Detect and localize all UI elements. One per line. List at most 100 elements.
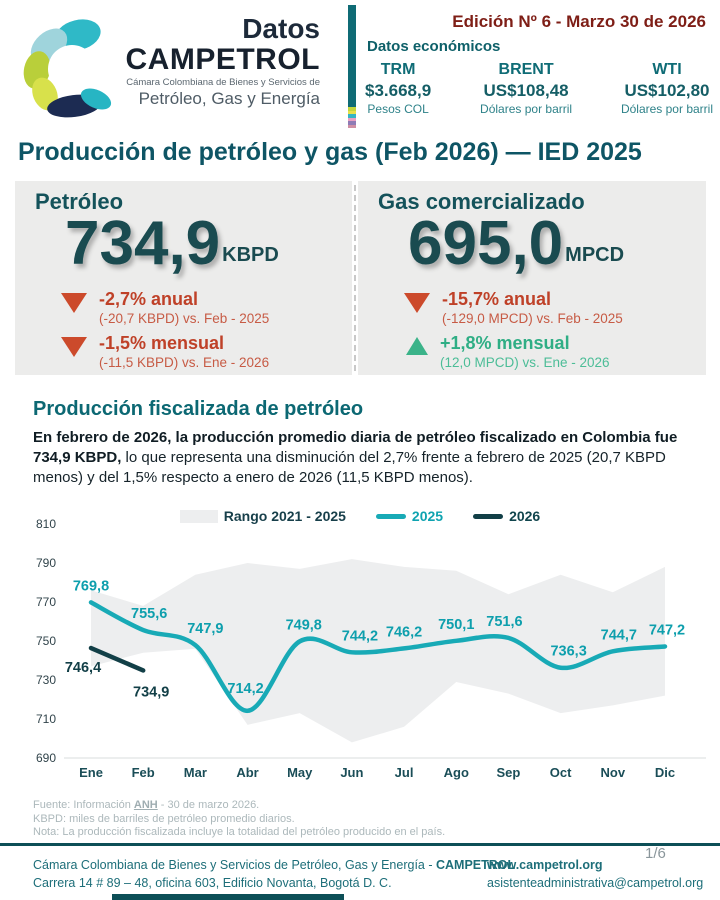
triangle-down-icon (404, 293, 430, 313)
legend-label: 2026 (509, 508, 541, 524)
kpi-oil-value-row: 734,9 KBPD (65, 213, 279, 275)
indicator-value: US$102,80 (624, 81, 710, 100)
kpi-gas-value: 695,0 (408, 209, 564, 278)
legend-item-2025: 2025 (375, 508, 444, 524)
footer-email-link[interactable]: asistenteadministrativa@campetrol.org (487, 876, 704, 890)
footer-org-text: Cámara Colombiana de Bienes y Servicios … (33, 858, 436, 872)
data-label-2025: 755,6 (131, 606, 167, 622)
footer-address: Carrera 14 # 89 – 48, oficina 603, Edifi… (33, 876, 392, 890)
kpi-oil-title: Petróleo (35, 189, 124, 214)
paragraph-bold: En febrero de 2026, la producción promed… (33, 429, 678, 466)
x-tick-label: Oct (550, 765, 572, 780)
indicator-unit: Dólares por barril (480, 102, 573, 116)
change-detail: (12,0 MPCD) vs. Ene - 2026 (440, 355, 610, 370)
stripe (348, 121, 356, 125)
footer-org-block: Cámara Colombiana de Bienes y Servicios … (33, 856, 515, 892)
change-main: -15,7% anual (442, 289, 552, 309)
stripe (348, 114, 356, 118)
kpi-gas-title: Gas comercializado (378, 189, 585, 214)
anh-link[interactable]: ANH (133, 799, 158, 811)
x-tick-label: May (287, 765, 313, 780)
x-tick-label: Abr (236, 765, 258, 780)
x-tick-label: Jun (340, 765, 363, 780)
change-main: -1,5% mensual (99, 333, 225, 353)
change-detail: (-129,0 MPCD) vs. Feb - 2025 (442, 311, 623, 326)
kpi-panel-oil: Petróleo 734,9 KBPD -2,7% anual (-20,7 K… (15, 181, 352, 375)
data-label-2025: 736,3 (550, 644, 586, 660)
footer-contact-block: www.campetrol.org asistenteadministrativ… (487, 856, 703, 892)
change-main: +1,8% mensual (440, 333, 570, 353)
header-divider-bar (348, 5, 356, 107)
band-swatch-icon (179, 509, 218, 523)
indicator-unit: Pesos COL (367, 102, 429, 116)
indicator-label: TRM (380, 61, 416, 78)
indicator-label: BRENT (498, 61, 554, 78)
indicator-value: US$108,48 (483, 81, 569, 100)
x-tick-label: Ago (444, 765, 469, 780)
x-tick-label: Feb (132, 765, 155, 780)
section-heading: Producción fiscalizada de petróleo (33, 398, 364, 420)
data-label-2025: 714,2 (227, 681, 263, 697)
indicator-wti: WTI US$102,80 Dólares por barril (621, 60, 713, 117)
data-label-2025: 744,2 (342, 628, 378, 644)
x-tick-label: Jul (395, 765, 414, 780)
footer-website-link[interactable]: www.campetrol.org (487, 858, 603, 872)
kpi-panel-gas: Gas comercializado 695,0 MPCD -15,7% anu… (358, 181, 706, 375)
x-tick-label: Mar (184, 765, 207, 780)
kpi-oil-change-monthly: -1,5% mensual (-11,5 KBPD) vs. Ene - 202… (61, 333, 269, 371)
indicator-brent: BRENT US$108,48 Dólares por barril (480, 60, 572, 117)
note-text: - 30 de marzo 2026. (157, 799, 260, 811)
data-label-2025: 746,2 (386, 624, 422, 640)
logo-subtitle-2: Petróleo, Gas y Energía (138, 89, 320, 108)
header-divider-stripes (348, 107, 356, 128)
page-number: 1/6 (645, 845, 666, 862)
y-tick-label: 790 (36, 556, 56, 570)
kpi-oil-value: 734,9 (65, 209, 221, 278)
data-label-2025: 750,1 (438, 617, 474, 633)
legend-label: Rango 2021 - 2025 (223, 508, 346, 524)
kpi-oil-unit: KBPD (222, 244, 279, 266)
legend-item-2026: 2026 (473, 508, 540, 524)
kpi-gas-unit: MPCD (565, 244, 625, 266)
indicator-value: $3.668,9 (365, 81, 432, 100)
note-source: Fuente: Información ANH - 30 de marzo 20… (33, 799, 445, 813)
triangle-up-icon (406, 337, 428, 355)
triangle-down-icon (61, 293, 87, 313)
stripe (348, 124, 356, 128)
source-notes: Fuente: Información ANH - 30 de marzo 20… (33, 799, 445, 840)
data-label-2026: 734,9 (133, 684, 169, 700)
change-detail: (-20,7 KBPD) vs. Feb - 2025 (99, 311, 270, 326)
footer-org-brand: CAMPETROL (435, 858, 516, 872)
kpi-panel-divider (354, 185, 356, 371)
chart-legend: Rango 2021 - 2025 2025 2026 (0, 508, 720, 524)
bottom-accent-bar (112, 894, 344, 900)
change-main: -2,7% anual (99, 289, 199, 309)
section-paragraph: En febrero de 2026, la producción promed… (33, 428, 691, 488)
production-line-chart: 810 790 770 750 730 710 690 Ene Feb Mar Abr May Jun J… (36, 517, 706, 780)
y-tick-label: 710 (36, 712, 56, 726)
data-label-2026: 746,4 (65, 660, 101, 676)
y-tick-label: 770 (36, 595, 56, 609)
note-kbpd: KBPD: miles de barriles de petróleo prom… (33, 812, 295, 825)
logo-text: Datos CAMPETROL Cámara Colombiana de Bie… (108, 13, 321, 109)
stripe (348, 110, 356, 114)
triangle-down-icon (61, 337, 87, 357)
econ-data-title: Datos económicos (367, 38, 501, 55)
campetrol-logo: Datos CAMPETROL Cámara Colombiana de Bie… (18, 12, 348, 127)
legend-label: 2025 (411, 508, 444, 524)
legend-item-range: Rango 2021 - 2025 (179, 508, 346, 524)
paragraph-rest: lo que representa una disminución del 2,… (33, 449, 666, 486)
campetrol-c-mark-icon (23, 19, 114, 118)
y-tick-label: 690 (36, 751, 56, 765)
x-tick-label: Nov (601, 765, 626, 780)
data-label-2025: 744,7 (601, 627, 637, 643)
logo-subtitle-1: Cámara Colombiana de Bienes y Servicios … (126, 77, 320, 88)
footer-org-line: Cámara Colombiana de Bienes y Servicios … (33, 856, 515, 874)
note-text: Fuente: Información (33, 799, 134, 811)
page-title: Producción de petróleo y gas (Feb 2026) … (18, 138, 642, 166)
line-swatch-icon (473, 513, 504, 519)
data-label-2025: 769,8 (73, 578, 109, 594)
data-label-2025: 749,8 (286, 617, 322, 633)
logo-datos: Datos (242, 13, 320, 44)
